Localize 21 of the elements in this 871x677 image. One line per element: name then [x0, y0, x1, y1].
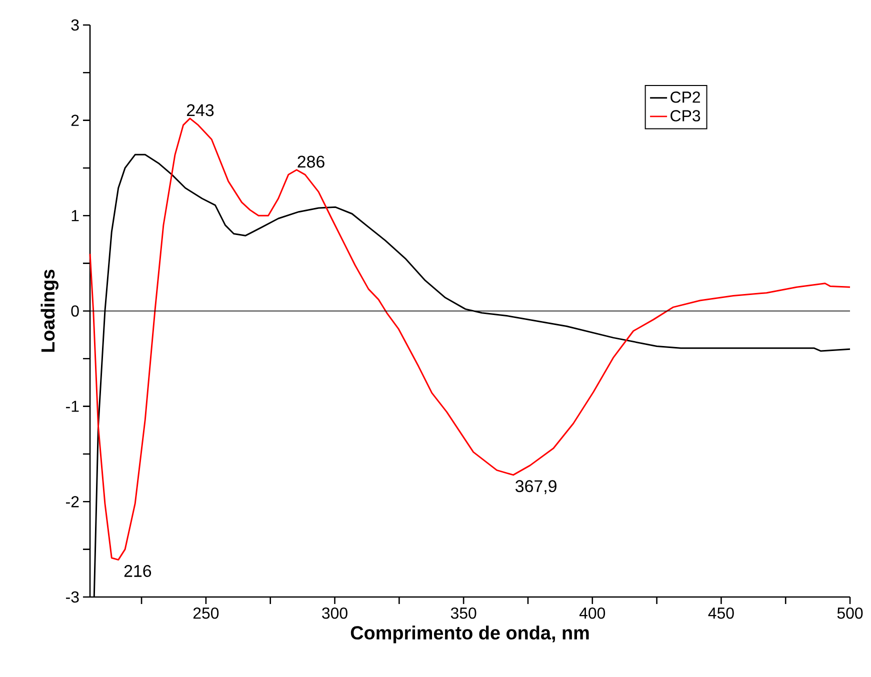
- legend-label: CP3: [670, 110, 700, 122]
- y-axis-title: Loadings: [40, 270, 58, 352]
- y-tick-label: -3: [66, 591, 79, 603]
- y-tick-label: -2: [66, 496, 79, 508]
- x-axis-title: Comprimento de onda, nm: [350, 626, 589, 644]
- y-tick-label: -1: [66, 400, 79, 412]
- y-tick-label: 1: [72, 210, 79, 222]
- annotation: 367,9: [516, 480, 556, 494]
- legend-label: CP2: [670, 92, 700, 103]
- x-tick-label: 400: [579, 608, 606, 619]
- y-tick-label: 0: [71, 305, 79, 317]
- y-tick-label: 3: [71, 19, 79, 31]
- x-tick-label: 350: [450, 608, 476, 619]
- x-tick-label: 250: [193, 608, 219, 619]
- y-tick-label: 2: [71, 114, 79, 126]
- annotation: 286: [298, 156, 324, 168]
- annotation: 216: [124, 565, 152, 577]
- x-tick-label: 300: [322, 608, 348, 619]
- x-tick-label: 450: [708, 608, 734, 619]
- x-tick-label: 500: [837, 608, 863, 619]
- annotation: 243: [186, 104, 214, 116]
